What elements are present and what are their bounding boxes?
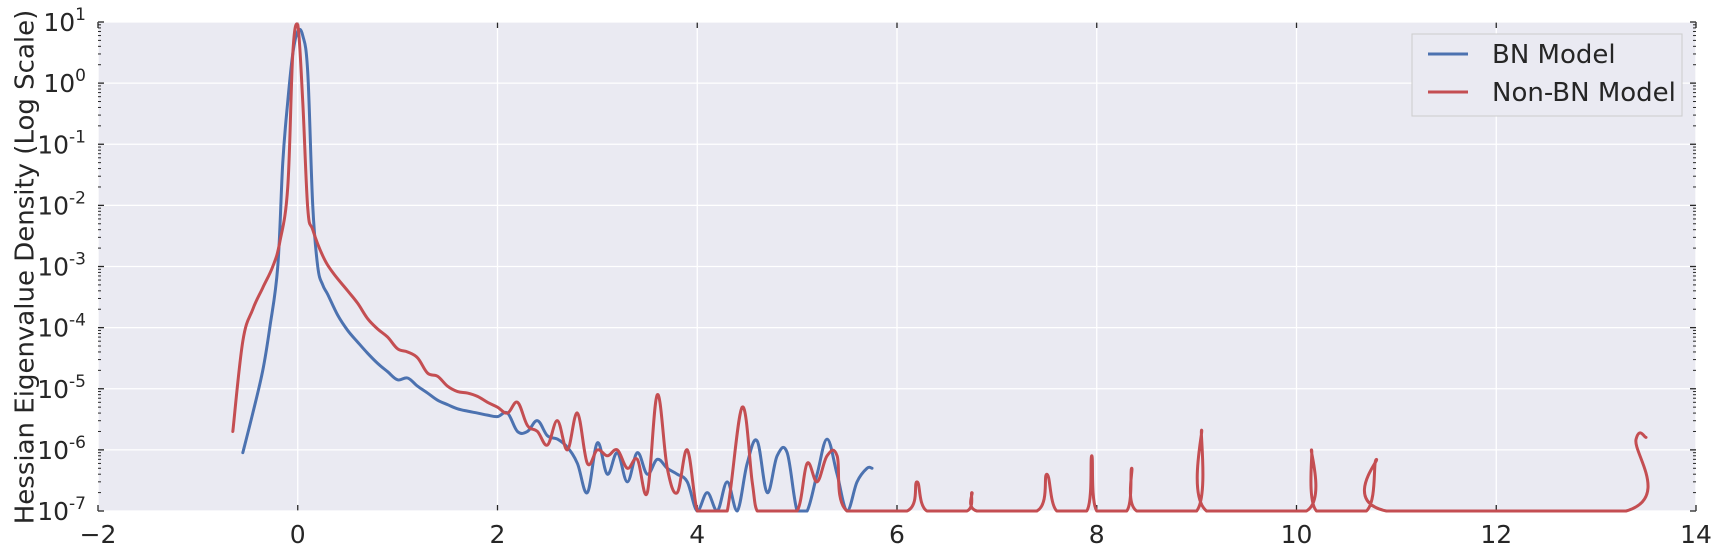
y-tick-exponent: -2 [69, 188, 86, 208]
y-tick-label: 10-6 [37, 433, 86, 465]
x-tick-label: 10 [1281, 520, 1313, 549]
y-tick-label: 101 [43, 5, 86, 37]
y-tick-base: 10 [43, 8, 75, 37]
y-tick-base: 10 [37, 375, 69, 404]
y-tick-exponent: -5 [69, 372, 86, 392]
y-tick-label: 10-2 [37, 188, 86, 220]
y-axis-title: Hessian Eigenvalue Density (Log Scale) [11, 10, 41, 525]
series-line-non-bn-model [231, 22, 1650, 513]
legend-box [1411, 33, 1683, 117]
y-tick-exponent: -7 [69, 494, 86, 514]
x-tick-label: 2 [490, 520, 506, 549]
minor-ticks [98, 24, 1696, 494]
legend-label-bn-model: BN Model [1492, 40, 1616, 70]
y-tick-exponent: -1 [69, 127, 86, 147]
legend: BN Model Non-BN Model [1411, 33, 1683, 117]
y-tick-label: 10-3 [37, 250, 86, 282]
y-tick-base: 10 [37, 253, 69, 282]
y-tick-label: 10-1 [37, 127, 86, 159]
y-tick-exponent: -6 [69, 433, 86, 453]
x-tick-label: 4 [689, 520, 705, 549]
y-tick-exponent: -4 [69, 311, 86, 331]
y-tick-base: 10 [37, 130, 69, 159]
y-tick-label: 100 [43, 66, 86, 98]
x-tick-label: 8 [1089, 520, 1105, 549]
y-tick-label: 10-5 [37, 372, 86, 404]
y-tick-exponent: 0 [75, 66, 86, 86]
y-tick-label: 10-7 [37, 494, 86, 526]
x-tick-label: 14 [1680, 520, 1712, 549]
x-tick-label: −2 [80, 520, 117, 549]
series-lines [231, 22, 1650, 513]
legend-label-non-bn-model: Non-BN Model [1492, 78, 1676, 108]
x-tick-label: 6 [889, 520, 905, 549]
y-tick-label: 10-4 [37, 311, 86, 343]
y-tick-exponent: 1 [75, 5, 86, 25]
x-tick-label: 12 [1480, 520, 1512, 549]
series-line-bn-model [241, 27, 874, 513]
y-tick-base: 10 [37, 436, 69, 465]
y-tick-base: 10 [43, 69, 75, 98]
y-tick-exponent: -3 [69, 250, 86, 270]
y-tick-base: 10 [37, 497, 69, 526]
y-tick-base: 10 [37, 314, 69, 343]
y-tick-base: 10 [37, 191, 69, 220]
x-tick-label: 0 [290, 520, 306, 549]
x-axis-ticks: −2 0 2 4 6 8 10 12 14 [80, 520, 1712, 549]
